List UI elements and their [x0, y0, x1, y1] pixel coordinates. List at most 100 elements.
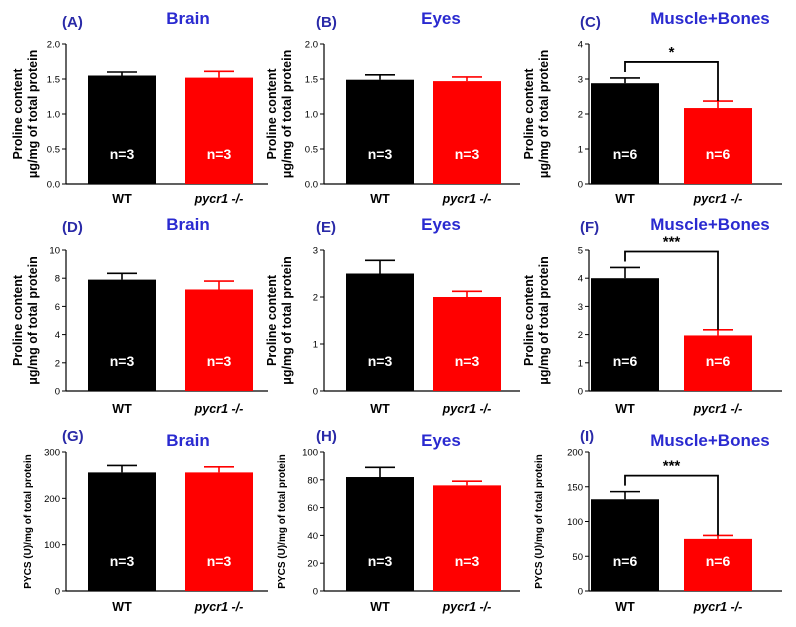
category-label: pycr1 -/- — [442, 402, 492, 416]
chart-panel-1: (A) Brain 0.0 0.5 1.0 1.5 2.0 Proline content μg… — [11, 9, 268, 206]
y-tick-label: 0 — [578, 587, 583, 598]
chart-panel-8: (H) Eyes 0 20 40 60 80 100 PYCS (U)/mg of total … — [277, 428, 520, 614]
bar-wt — [346, 79, 414, 184]
n-label: n=3 — [110, 353, 135, 369]
bar-wt — [88, 75, 156, 184]
category-label: pycr1 -/- — [194, 402, 244, 416]
y-tick-label: 100 — [567, 517, 583, 528]
category-label: WT — [615, 402, 635, 416]
n-label: n=6 — [706, 353, 731, 369]
y-axis-label-line-1: Proline content — [522, 68, 536, 160]
y-tick-label: 4 — [578, 40, 583, 51]
category-label: pycr1 -/- — [693, 402, 743, 416]
y-tick-label: 2 — [578, 110, 583, 121]
y-tick-label: 0 — [578, 387, 583, 398]
n-label: n=3 — [110, 553, 135, 569]
n-label: n=3 — [207, 553, 232, 569]
panel-label: (C) — [580, 14, 601, 31]
y-axis-label-line-1: Proline content — [11, 274, 25, 366]
y-tick-label: 0 — [313, 387, 318, 398]
y-tick-label: 60 — [307, 503, 318, 514]
y-tick-label: 2.0 — [47, 40, 60, 51]
y-axis-label-line-2: μg/mg of total protein — [537, 50, 551, 178]
chart-panel-6: (F) Muscle+Bones 0 1 2 3 4 5 Proline content μg/m… — [522, 215, 782, 416]
category-label: pycr1 -/- — [194, 600, 244, 614]
significance-label: * — [669, 44, 675, 61]
y-tick-label: 2 — [578, 330, 583, 341]
n-label: n=3 — [455, 146, 480, 162]
bar-pycr1 — [185, 77, 253, 184]
y-tick-label: 300 — [44, 448, 60, 459]
panel-title: Eyes — [421, 215, 461, 234]
chart-panel-2: (B) Eyes 0.0 0.5 1.0 1.5 2.0 Proline content μg/… — [265, 9, 520, 206]
y-axis-label: PYCS (U)/mg of total protein — [534, 454, 545, 588]
chart-panel-5: (E) Eyes 0 1 2 3 Proline content μg/mg of total… — [265, 215, 520, 416]
y-tick-label: 200 — [44, 494, 60, 505]
category-label: WT — [615, 600, 635, 614]
y-tick-label: 0.5 — [47, 145, 60, 156]
y-tick-label: 20 — [307, 559, 318, 570]
y-tick-label: 1.5 — [47, 75, 60, 86]
y-tick-label: 5 — [578, 246, 583, 257]
y-axis-label-line-2: μg/mg of total protein — [280, 256, 294, 384]
n-label: n=3 — [110, 146, 135, 162]
panel-title: Eyes — [421, 9, 461, 28]
n-label: n=6 — [613, 553, 638, 569]
y-tick-label: 1.0 — [305, 110, 318, 121]
n-label: n=6 — [706, 146, 731, 162]
y-tick-label: 0 — [55, 587, 60, 598]
category-label: pycr1 -/- — [693, 192, 743, 206]
panel-title: Eyes — [421, 431, 461, 450]
bar-wt — [591, 83, 659, 184]
chart-panel-7: (G) Brain 0 100 200 300 PYCS (U)/mg of total p… — [23, 428, 268, 614]
bar-pycr1 — [185, 472, 253, 591]
category-label: WT — [615, 192, 635, 206]
y-axis-label: PYCS (U)/mg of total protein — [277, 454, 288, 588]
category-label: WT — [370, 600, 390, 614]
y-axis-label-line-1: Proline content — [265, 274, 279, 366]
y-tick-label: 0.0 — [305, 180, 318, 191]
y-tick-label: 0.5 — [305, 145, 318, 156]
y-tick-label: 3 — [313, 246, 318, 257]
bar-pycr1 — [433, 485, 501, 591]
category-label: WT — [370, 192, 390, 206]
y-tick-label: 3 — [578, 302, 583, 313]
panel-title: Brain — [166, 9, 209, 28]
y-tick-label: 8 — [55, 274, 60, 285]
y-axis-label-line-1: Proline content — [11, 68, 25, 160]
panel-title: Muscle+Bones — [650, 431, 770, 450]
category-label: WT — [370, 402, 390, 416]
y-tick-label: 0.0 — [47, 180, 60, 191]
panel-title: Muscle+Bones — [650, 9, 770, 28]
n-label: n=3 — [207, 353, 232, 369]
chart-panel-3: (C) Muscle+Bones 0 1 2 3 4 Proline content μg/mg… — [522, 9, 782, 206]
category-label: WT — [112, 192, 132, 206]
y-tick-label: 1.5 — [305, 75, 318, 86]
panel-label: (F) — [580, 219, 599, 236]
y-tick-label: 100 — [302, 448, 318, 459]
category-label: WT — [112, 402, 132, 416]
y-tick-label: 0 — [578, 180, 583, 191]
significance-bracket — [624, 474, 719, 536]
y-tick-label: 2 — [313, 293, 318, 304]
bar-wt — [591, 278, 659, 391]
y-tick-label: 200 — [567, 448, 583, 459]
y-axis-label-line-2: μg/mg of total protein — [537, 256, 551, 384]
n-label: n=3 — [368, 353, 393, 369]
y-tick-label: 3 — [578, 75, 583, 86]
significance-label: *** — [663, 458, 681, 475]
panel-label: (A) — [62, 14, 83, 31]
y-tick-label: 4 — [578, 274, 583, 285]
bar-wt — [346, 273, 414, 391]
category-label: WT — [112, 600, 132, 614]
y-axis-label-line-1: Proline content — [522, 274, 536, 366]
y-tick-label: 2.0 — [305, 40, 318, 51]
bar-wt — [346, 477, 414, 591]
significance-bracket — [624, 250, 719, 330]
y-tick-label: 2 — [55, 358, 60, 369]
panel-label: (D) — [62, 219, 83, 236]
panel-label: (B) — [316, 14, 337, 31]
y-axis-label-line-2: μg/mg of total protein — [26, 50, 40, 178]
chart-panel-4: (D) Brain 0 2 4 6 8 10 Proline content μg/mg of t… — [11, 215, 268, 416]
panel-label: (E) — [316, 219, 336, 236]
